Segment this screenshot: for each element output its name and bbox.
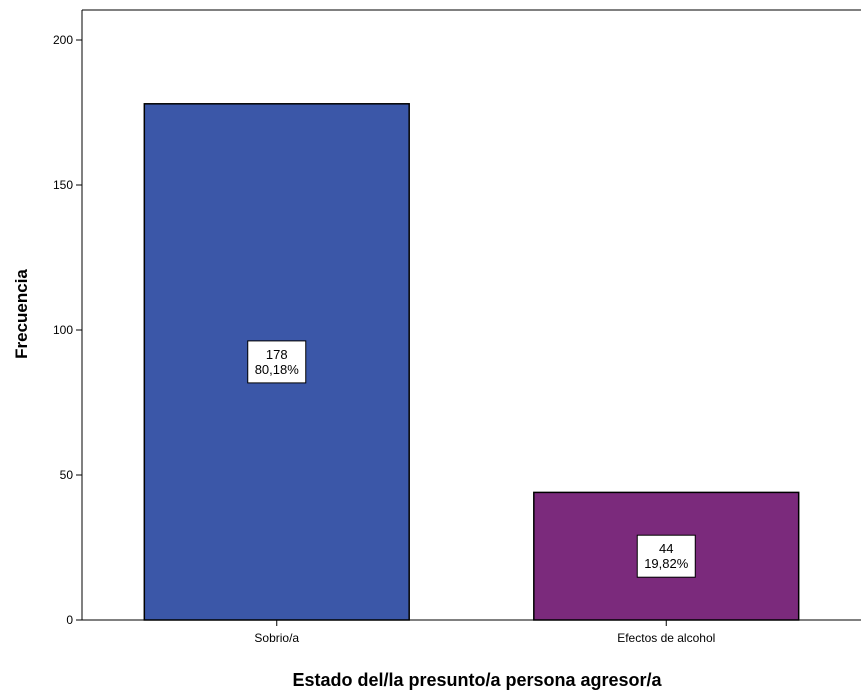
data-label-percent: 19,82% xyxy=(644,556,689,571)
y-tick-label: 100 xyxy=(53,323,73,337)
x-axis-title: Estado del/la presunto/a persona agresor… xyxy=(292,670,662,690)
data-label-percent: 80,18% xyxy=(255,362,300,377)
x-tick-label: Efectos de alcohol xyxy=(617,631,715,645)
y-tick-label: 150 xyxy=(53,178,73,192)
y-axis-ticks: 0 50 100 150 200 xyxy=(53,33,82,627)
y-tick-label: 200 xyxy=(53,33,73,47)
x-axis-ticks: Sobrio/a Efectos de alcohol xyxy=(254,620,715,645)
x-tick-label: Sobrio/a xyxy=(254,631,299,645)
y-axis-title: Frecuencia xyxy=(12,269,31,359)
y-tick-label: 50 xyxy=(60,468,74,482)
data-label-count: 178 xyxy=(266,347,288,362)
y-tick-label: 0 xyxy=(66,613,73,627)
data-label-count: 44 xyxy=(659,541,673,556)
